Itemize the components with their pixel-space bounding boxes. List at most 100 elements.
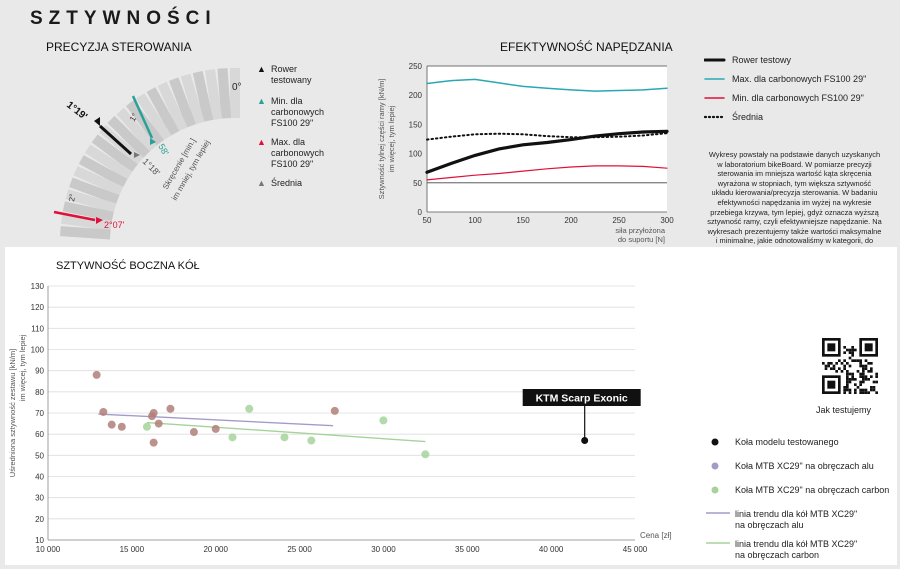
steering-legend-item: ▲ Średnia: [257, 178, 347, 189]
max-value-label: 2°07': [104, 220, 125, 230]
y-tick-label: 250: [409, 62, 423, 71]
legend-label: Rower testowy: [732, 54, 792, 65]
dot-swatch: [711, 462, 719, 470]
gauge-tick: [116, 107, 157, 152]
y-tick-label: 100: [409, 150, 423, 159]
gauge-tick: [157, 81, 188, 132]
gauge-tick: [91, 134, 138, 173]
legend-label: Max. dla carbonowych FS100 29": [732, 73, 867, 84]
steering-title: PRECYZJA STEROWANIA: [46, 40, 192, 54]
data-point: [166, 404, 175, 413]
legend-label: linia trendu dla kół MTB XC29" na obręcz…: [735, 539, 858, 560]
y-tick-label: 40: [35, 473, 44, 482]
y-tick-label: 50: [413, 179, 422, 188]
two-degree-label: 2°: [67, 193, 77, 202]
gauge-tick: [60, 226, 111, 240]
legend-swatch: [704, 58, 726, 62]
x-tick-label: 200: [564, 216, 578, 225]
data-point: [149, 438, 158, 447]
y-tick-label: 50: [35, 451, 44, 460]
legend-swatch: [704, 97, 725, 99]
data-point: [107, 420, 116, 429]
line-swatch: [706, 512, 730, 514]
y-tick-label: 200: [409, 91, 423, 100]
data-point: [280, 433, 289, 442]
gauge-tick: [62, 201, 114, 222]
x-tick-label: 100: [468, 216, 482, 225]
wheels-legend-item: Koła MTB XC29" na obręczach carbon: [705, 485, 895, 497]
qr-code-icon[interactable]: [822, 338, 878, 394]
y-tick-label: 100: [31, 346, 45, 355]
qr-caption: Jak testujemy: [816, 405, 872, 415]
drive-legend-item: Rower testowy: [704, 54, 894, 66]
y-tick-label: 90: [35, 367, 44, 376]
data-point: [142, 422, 151, 431]
data-point: [117, 422, 126, 431]
gauge-tick: [84, 144, 133, 180]
gauge-tick: [107, 115, 150, 159]
legend-label: Koła MTB XC29" na obręczach carbon: [735, 485, 890, 495]
drive-title: EFEKTYWNOŚĆ NAPĘDZANIA: [500, 40, 673, 54]
gauge-tick: [61, 213, 112, 231]
trend-line: [146, 421, 426, 443]
callout-label: KTM Scarp Exonic: [536, 393, 628, 405]
wheels-legend: Koła modelu testowanego Koła MTB XC29" na…: [705, 437, 895, 569]
series-line: [426, 165, 668, 181]
min-bar: [131, 95, 154, 139]
gauge-tick: [180, 73, 205, 125]
triangle-icon: ▲: [257, 137, 266, 147]
drive-legend-item: Min. dla carbonowych FS100 29": [704, 92, 894, 104]
gauge-tick: [78, 155, 128, 188]
min-triangle-icon: [150, 138, 156, 145]
y-tick-label: 130: [31, 282, 45, 291]
gauge-tick: [69, 177, 120, 205]
drive-legend-item: Max. dla carbonowych FS100 29": [704, 73, 894, 85]
x-tick-label: 35 000: [455, 545, 480, 554]
average-value-label: 1°18': [141, 156, 163, 178]
gauge-tick: [205, 69, 223, 120]
data-point: [245, 404, 254, 413]
x-tick-label: 20 000: [203, 545, 228, 554]
y-tick-label: 70: [35, 409, 44, 418]
min-value-label: 58': [156, 142, 171, 157]
x-tick-label: 45 000: [623, 545, 648, 554]
y-axis-label-2: im więcej, tym lepiej: [387, 105, 396, 172]
data-point: [379, 416, 388, 425]
y-tick-label: 150: [409, 120, 423, 129]
triangle-icon: ▲: [257, 64, 266, 74]
x-tick-label: 40 000: [539, 545, 564, 554]
x-tick-label: 250: [612, 216, 626, 225]
wheels-title: SZTYWNOŚĆ BOCZNA KÓŁ: [56, 260, 200, 272]
steering-gauge: 0° 1°19' 1°18' 58' 1° 2° 2°07' Skręcenie…: [53, 68, 242, 240]
steering-legend: ▲ Rower testowany ▲ Min. dla carbonowych FS…: [257, 64, 347, 197]
legend-swatch: [704, 115, 726, 119]
steering-legend-item: ▲ Min. dla carbonowych FS100 29": [257, 96, 347, 129]
x-axis-label-2: do suportu [N]: [618, 235, 665, 244]
series-line: [425, 129, 669, 174]
page-title: SZTYWNOŚCI: [30, 8, 217, 29]
series-line: [426, 78, 668, 92]
dot-swatch: [711, 486, 719, 494]
legend-label: Koła MTB XC29" na obręczach alu: [735, 461, 874, 471]
legend-label: linia trendu dla kół MTB XC29" na obręcz…: [735, 509, 858, 530]
x-tick-label: 300: [660, 216, 674, 225]
max-bar: [53, 210, 96, 222]
wheels-legend-item: Koła modelu testowanego: [705, 437, 895, 449]
data-point: [307, 436, 316, 445]
y-axis-label: Sztywność tylnej części ramy [kN/m]: [377, 79, 386, 200]
gauge-tick: [135, 93, 172, 141]
data-point: [189, 428, 198, 437]
data-point: [211, 424, 220, 433]
x-tick-label: 50: [423, 216, 432, 225]
data-point: [228, 433, 237, 442]
wheels-legend-item: linia trendu dla kół MTB XC29" na obręcz…: [705, 539, 895, 561]
gauge-tick: [192, 70, 214, 122]
y-tick-label: 30: [35, 494, 44, 503]
zero-label: 0°: [232, 82, 242, 93]
tested-bar: [98, 124, 133, 156]
tested-value-label: 1°19': [64, 100, 89, 123]
x-tick-label: 150: [516, 216, 530, 225]
x-axis-label: Cena [zł]: [640, 531, 672, 540]
gauge-tick: [217, 68, 232, 119]
